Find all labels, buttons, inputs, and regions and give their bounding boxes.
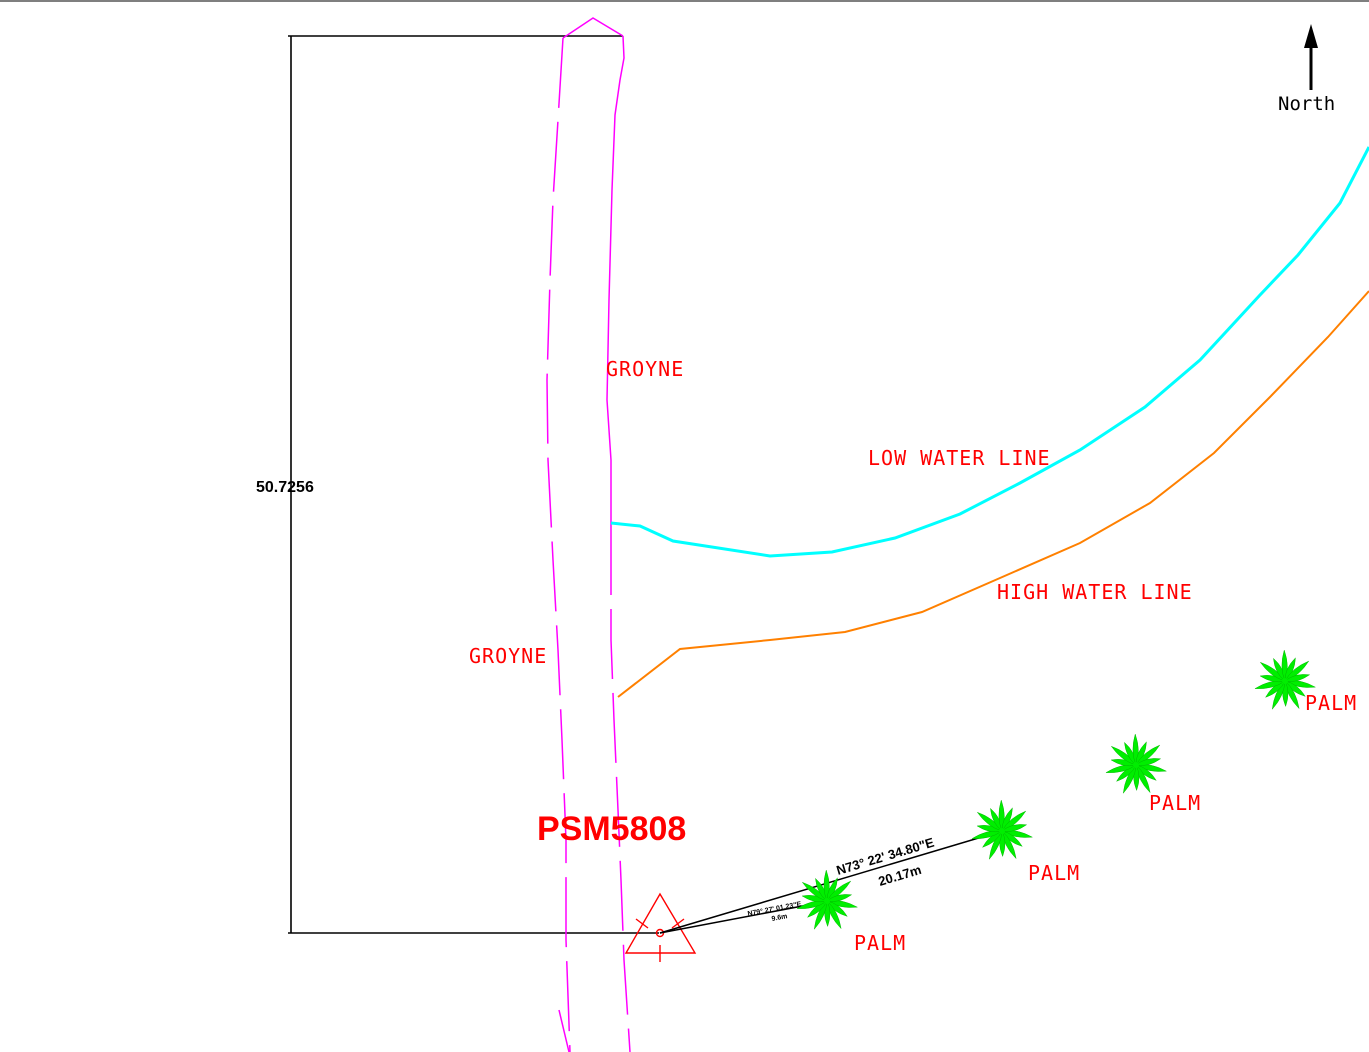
low-water-line [610, 146, 1369, 558]
palm-icon [971, 799, 1034, 860]
short-distance-label: 9.6m [771, 913, 788, 923]
high-water-line-label: HIGH WATER LINE [997, 580, 1193, 604]
palm-label: PALM [1149, 791, 1201, 815]
survey-mark-triangle-icon [624, 892, 697, 962]
palm-label: PALM [1305, 691, 1357, 715]
groyne-label-top: GROYNE [606, 357, 684, 381]
palm-label: PALM [854, 931, 906, 955]
survey-mark-label: PSM5808 [537, 810, 686, 848]
palm-icon [1105, 733, 1168, 794]
groyne-outline [546, 17, 631, 1052]
high-water-line [617, 290, 1369, 698]
palm-icon [796, 869, 859, 930]
groyne-label-bottom: GROYNE [469, 644, 547, 668]
bearing-lines [659, 830, 1003, 934]
palm-label: PALM [1028, 861, 1080, 885]
palm-icon [1254, 649, 1317, 710]
dimension-value: 50.7256 [256, 479, 314, 496]
low-water-line-label: LOW WATER LINE [868, 446, 1051, 470]
north-arrow-icon [1304, 24, 1318, 90]
north-label: North [1278, 93, 1335, 115]
dimension-boundary [288, 35, 659, 934]
